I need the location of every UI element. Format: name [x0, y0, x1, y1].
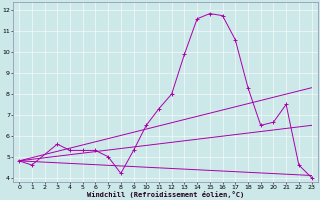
X-axis label: Windchill (Refroidissement éolien,°C): Windchill (Refroidissement éolien,°C) — [87, 191, 244, 198]
